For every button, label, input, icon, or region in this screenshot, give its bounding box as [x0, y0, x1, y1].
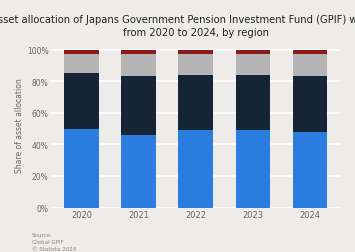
- Bar: [236, 76, 270, 131]
- Bar: [121, 55, 155, 77]
- Bar: [64, 50, 99, 55]
- Bar: [293, 77, 327, 132]
- Bar: [293, 55, 327, 77]
- Bar: [236, 50, 270, 55]
- Bar: [64, 55, 99, 74]
- Bar: [236, 55, 270, 76]
- Bar: [121, 135, 155, 208]
- Bar: [179, 131, 213, 208]
- Bar: [64, 129, 99, 208]
- Bar: [179, 76, 213, 131]
- Bar: [236, 131, 270, 208]
- Title: Asset allocation of Japans Government Pension Investment Fund (GPIF) worldwide
f: Asset allocation of Japans Government Pe…: [0, 15, 355, 38]
- Bar: [179, 55, 213, 76]
- Bar: [121, 50, 155, 55]
- Bar: [64, 74, 99, 129]
- Y-axis label: Share of asset allocation: Share of asset allocation: [15, 78, 24, 172]
- Bar: [293, 132, 327, 208]
- Bar: [293, 50, 327, 55]
- Bar: [121, 77, 155, 135]
- Bar: [179, 50, 213, 55]
- Text: Source:
Global GPIF
© Statista 2024: Source: Global GPIF © Statista 2024: [32, 232, 76, 251]
